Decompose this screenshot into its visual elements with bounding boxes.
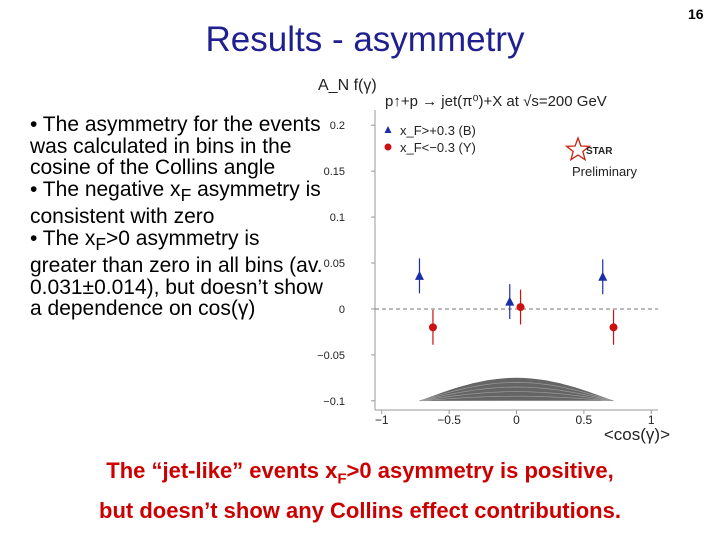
data-point-triangle xyxy=(505,296,515,306)
x-tick-label: −0.5 xyxy=(437,413,461,427)
asymmetry-chart: −0.1 −0.05 0 0.05 0.1 0.15 0.2 −1 −0.5 0 0.5 1 A_N f… xyxy=(317,77,670,444)
bullet-item: • The negative xF asymmetry is consisten… xyxy=(30,177,330,229)
bullet-item: • The xF>0 asymmetry is greater than zer… xyxy=(30,226,330,321)
slide-title: Results - asymmetry xyxy=(205,20,525,59)
legend-label: x_F>+0.3 (B) xyxy=(400,123,476,138)
chart-title: p↑+p → jet(π⁰)+X at √s=200 GeV xyxy=(385,93,607,110)
y-tick-label: 0 xyxy=(339,304,345,316)
bullet-text: asymmetry is consistent with zero xyxy=(30,177,321,229)
background-band-line xyxy=(419,386,614,402)
y-tick-label: 0.1 xyxy=(330,212,345,224)
legend-marker-circle xyxy=(384,143,392,151)
subscript: F xyxy=(180,184,192,205)
data-point-circle xyxy=(516,303,525,312)
conclusion-line-2: but doesn’t show any Collins effect cont… xyxy=(99,498,621,524)
background-band-line xyxy=(419,395,614,402)
bullet-text: • The x xyxy=(30,226,96,250)
page-number: 16 xyxy=(688,6,704,22)
x-tick-label: −1 xyxy=(375,413,389,427)
x-tick-label: 1 xyxy=(648,413,655,427)
x-tick-label: 0 xyxy=(513,413,520,427)
background-band-line xyxy=(419,391,614,402)
bullet-text: • The negative x xyxy=(30,177,181,201)
y-tick-label: −0.05 xyxy=(317,350,345,362)
conclusion-line-1: The “jet-like” events xF>0 asymmetry is … xyxy=(106,458,614,488)
bullet-item: • The asymmetry for the events was calcu… xyxy=(30,114,330,179)
star-logo-text: STAR xyxy=(586,146,613,157)
legend-marker-triangle xyxy=(384,126,392,133)
bullet-list: • The asymmetry for the events was calcu… xyxy=(30,114,330,320)
legend-label: x_F<−0.3 (Y) xyxy=(400,140,476,155)
data-point-circle xyxy=(428,323,437,332)
y-tick-label: 0.05 xyxy=(324,258,345,270)
data-point-circle xyxy=(609,323,618,332)
data-point-triangle xyxy=(598,271,608,281)
bullet-text: • The asymmetry for the events was calcu… xyxy=(30,113,321,179)
x-tick-label: 0.5 xyxy=(576,413,593,427)
star-logo-icon xyxy=(564,136,592,162)
y-tick-label: 0.15 xyxy=(324,166,345,178)
subscript: F xyxy=(95,233,107,254)
data-point-triangle xyxy=(414,270,424,280)
bullet-text: >0 asymmetry is greater than zero in all… xyxy=(30,226,323,321)
y-tick-label: −0.1 xyxy=(323,396,345,408)
y-axis-title: A_N f(γ) xyxy=(318,77,377,94)
preliminary-label: Preliminary xyxy=(572,164,638,179)
conclusion-note: The “jet-like” events xF>0 asymmetry is … xyxy=(0,455,720,527)
background-band xyxy=(419,377,614,401)
y-tick-label: 0.2 xyxy=(330,120,345,132)
x-axis-title: <cos(γ)> xyxy=(604,425,670,444)
background-band-line xyxy=(419,382,614,402)
